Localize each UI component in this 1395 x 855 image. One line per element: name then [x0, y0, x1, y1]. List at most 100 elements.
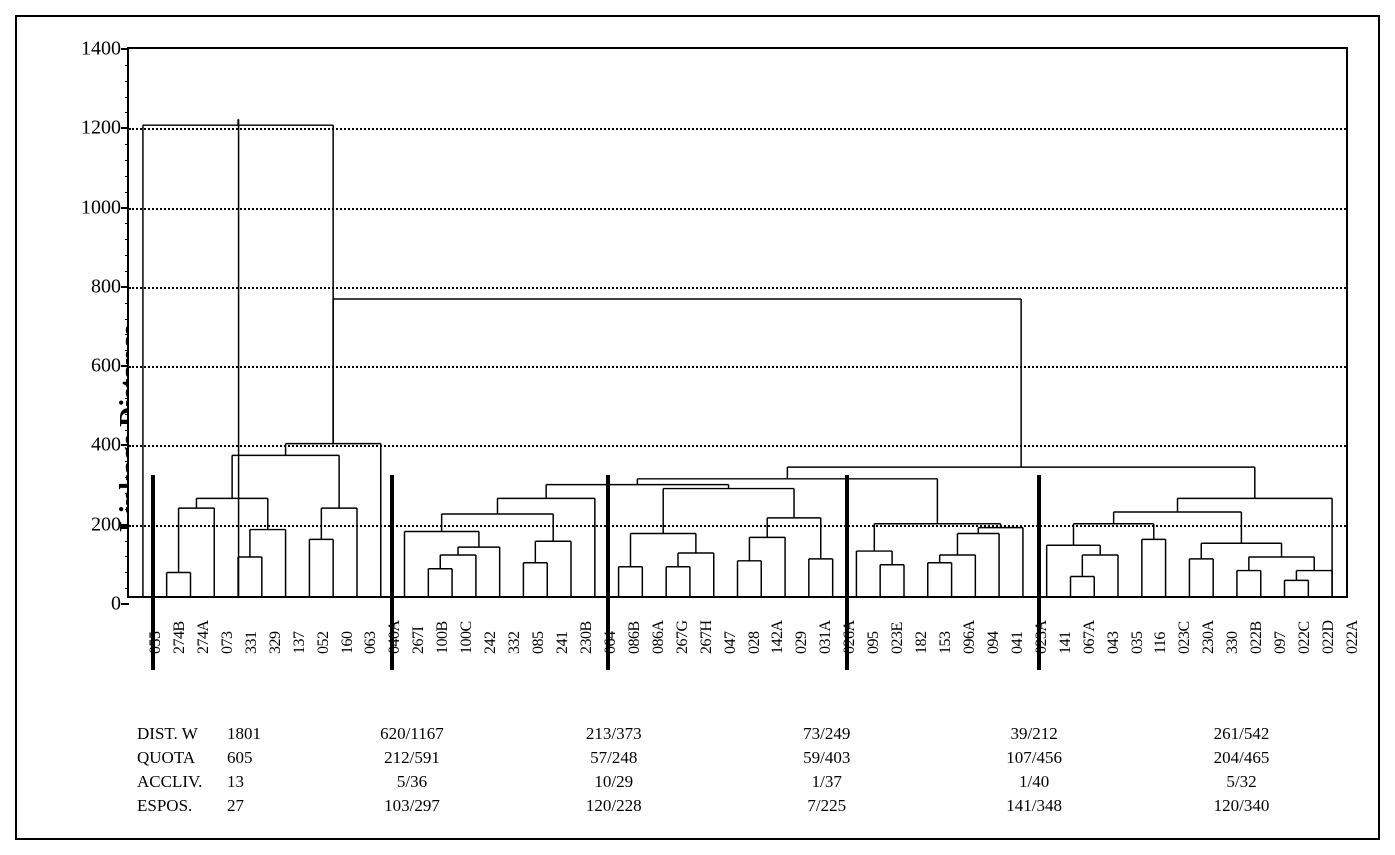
- leaf-label: 040A: [386, 620, 404, 654]
- gridline: [129, 287, 1346, 289]
- cluster-separator: [606, 475, 610, 670]
- table-cell: 620/1167: [317, 724, 508, 744]
- y-minor-tick: [125, 430, 129, 431]
- y-minor-tick: [125, 319, 129, 320]
- table-cell: 261/542: [1135, 724, 1348, 744]
- leaf-label: 097: [1272, 632, 1290, 655]
- leaf-label: 100C: [458, 621, 476, 654]
- leaf-label: 035: [1129, 632, 1147, 655]
- leaf-label: 095: [865, 632, 883, 655]
- cluster-separator: [390, 475, 394, 670]
- leaf-label: 094: [985, 632, 1003, 655]
- leaf-label: 153: [937, 632, 955, 655]
- y-tick-label: 200: [91, 513, 121, 536]
- leaf-label: 022A: [1344, 620, 1362, 654]
- table-cell: 120/340: [1135, 796, 1348, 816]
- leaf-label: 073: [219, 632, 237, 655]
- y-minor-tick: [125, 192, 129, 193]
- leaf-label: 023A: [1033, 620, 1051, 654]
- y-minor-tick: [125, 556, 129, 557]
- y-minor-tick: [125, 572, 129, 573]
- table-cell: 5/36: [317, 772, 508, 792]
- leaf-label: 230A: [1200, 620, 1218, 654]
- table-cell: 59/403: [720, 748, 933, 768]
- table-cell: 7/225: [720, 796, 933, 816]
- y-minor-tick: [125, 239, 129, 240]
- y-tick-label: 600: [91, 355, 121, 378]
- table-cell: 212/591: [317, 748, 508, 768]
- y-minor-tick: [125, 303, 129, 304]
- row-label: DIST. W: [137, 724, 227, 744]
- leaf-label: 182: [913, 632, 931, 655]
- leaf-label: 100B: [434, 621, 452, 654]
- y-tick: [121, 286, 129, 288]
- leaf-label: 067A: [1081, 620, 1099, 654]
- gridline: [129, 128, 1346, 130]
- leaf-label: 330: [1224, 632, 1242, 655]
- table-cell: 57/248: [507, 748, 720, 768]
- plot-area: 0200400600800100012001400: [127, 47, 1348, 598]
- y-tick: [121, 207, 129, 209]
- table-cell: 73/249: [720, 724, 933, 744]
- gridline: [129, 525, 1346, 527]
- y-tick-label: 400: [91, 434, 121, 457]
- cluster-separator: [1037, 475, 1041, 670]
- y-tick-label: 1400: [81, 38, 121, 61]
- leaf-label: 267I: [410, 627, 428, 654]
- table-cell: 5/32: [1135, 772, 1348, 792]
- leaf-label: 047: [722, 632, 740, 655]
- gridline: [129, 445, 1346, 447]
- table-cell: 1/37: [720, 772, 933, 792]
- leaf-label: 064: [602, 632, 620, 655]
- gridline: [129, 366, 1346, 368]
- leaf-label: 086B: [626, 621, 644, 654]
- row-label: ACCLIV.: [137, 772, 227, 792]
- leaf-label: 141: [1057, 632, 1075, 655]
- leaf-label: 052: [315, 632, 333, 655]
- table-cell: 103/297: [317, 796, 508, 816]
- leaf-label: 026A: [841, 620, 859, 654]
- leaf-label: 031A: [817, 620, 835, 654]
- y-tick: [121, 603, 129, 605]
- y-tick: [121, 524, 129, 526]
- figure-frame: Linkage Distance 02004006008001000120014…: [15, 15, 1380, 840]
- table-cell: 1801: [227, 724, 317, 744]
- leaf-label: 029: [793, 632, 811, 655]
- leaf-label: 022D: [1320, 620, 1338, 654]
- table-cell: 10/29: [507, 772, 720, 792]
- leaf-label: 096A: [961, 620, 979, 654]
- leaf-label: 043: [1105, 632, 1123, 655]
- y-minor-tick: [125, 334, 129, 335]
- dendrogram: [129, 49, 1346, 596]
- leaf-label: 116: [1152, 632, 1170, 654]
- data-table: DIST. W1801620/1167213/37373/24939/21226…: [137, 724, 1348, 820]
- y-minor-tick: [125, 144, 129, 145]
- y-minor-tick: [125, 81, 129, 82]
- table-cell: 605: [227, 748, 317, 768]
- table-row: ACCLIV.135/3610/291/371/405/32: [137, 772, 1348, 796]
- leaf-label: 085: [530, 632, 548, 655]
- leaf-label: 028: [746, 632, 764, 655]
- y-tick-label: 0: [111, 593, 121, 616]
- leaf-label: 267H: [698, 620, 716, 654]
- table-row: DIST. W1801620/1167213/37373/24939/21226…: [137, 724, 1348, 748]
- y-tick: [121, 127, 129, 129]
- y-minor-tick: [125, 382, 129, 383]
- y-minor-tick: [125, 112, 129, 113]
- y-minor-tick: [125, 65, 129, 66]
- y-tick-label: 1000: [81, 196, 121, 219]
- y-tick: [121, 48, 129, 50]
- y-minor-tick: [125, 509, 129, 510]
- table-cell: 13: [227, 772, 317, 792]
- y-minor-tick: [125, 461, 129, 462]
- y-minor-tick: [125, 541, 129, 542]
- leaf-label: 332: [506, 632, 524, 655]
- cluster-separator: [845, 475, 849, 670]
- table-cell: 213/373: [507, 724, 720, 744]
- y-minor-tick: [125, 160, 129, 161]
- y-tick: [121, 444, 129, 446]
- y-minor-tick: [125, 398, 129, 399]
- table-cell: 27: [227, 796, 317, 816]
- y-tick-label: 1200: [81, 117, 121, 140]
- leaf-label: 086A: [650, 620, 668, 654]
